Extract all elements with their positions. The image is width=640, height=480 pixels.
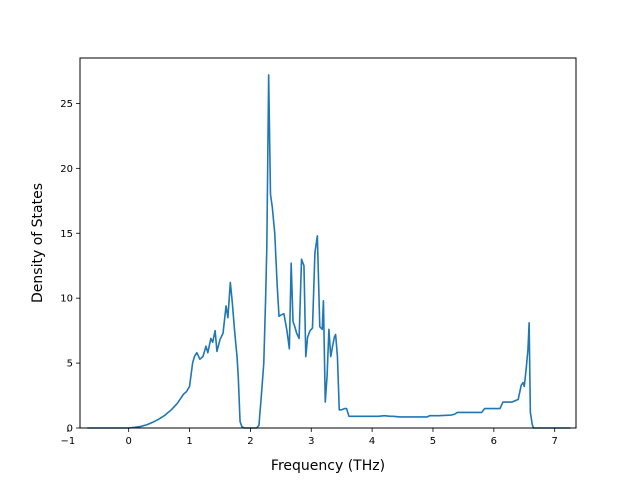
- x-tick-label: 0: [125, 436, 131, 447]
- y-tick-label: 5: [67, 359, 73, 370]
- y-tick-label: 25: [60, 99, 73, 110]
- x-axis-label: Frequency (THz): [271, 458, 385, 474]
- x-tick-label: 7: [552, 436, 558, 447]
- y-axis-label: Density of States: [30, 183, 46, 303]
- x-tick-label: 1: [186, 436, 192, 447]
- y-tick-label: 20: [60, 164, 73, 175]
- x-tick-label: 5: [430, 436, 436, 447]
- plot-area: [87, 74, 571, 429]
- plot-frame: [79, 57, 577, 429]
- x-tick-label: 4: [369, 436, 375, 447]
- y-axis: 0 5 10 15 20 25: [60, 99, 80, 435]
- series-line-0: [87, 74, 571, 429]
- x-tick-label: 2: [247, 436, 253, 447]
- y-tick-label: 10: [60, 294, 73, 305]
- x-axis: −1 0 1 2 3 4 5 6 7: [60, 428, 558, 447]
- x-tick-label: 6: [491, 436, 497, 447]
- y-tick-label: 0: [67, 424, 73, 435]
- x-tick-label: 3: [308, 436, 314, 447]
- y-tick-label: 15: [60, 229, 73, 240]
- x-tick-label: −1: [60, 436, 75, 447]
